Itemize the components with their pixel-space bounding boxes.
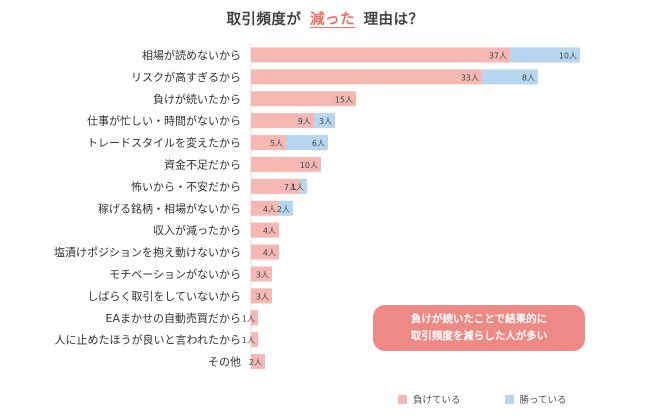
bar-lose [251,113,314,129]
legend-swatch-win [504,394,514,404]
category-label: 負けが続いたから [153,92,241,106]
category-label: 人に止めたほうが良いと言われたから [55,333,241,347]
bar-lose [251,310,258,326]
data-label: 1人 [291,183,304,192]
bar-lose [251,91,356,107]
category-label: しばらく取引をしていないから [87,289,241,303]
data-label: 1人 [242,336,255,345]
bar-lose [251,178,300,194]
title-suffix: 理由は？ [363,12,424,28]
bar-lose [251,266,272,282]
bar-win [279,200,293,216]
bar-win [482,69,538,85]
category-label: 塩漬けポジションを抱え動けないから [54,245,241,259]
data-label: 5人 [270,139,283,148]
bar-lose [251,288,272,304]
legend-item-lose: 負けている [398,392,461,406]
category-label: EAまかせの自動売買だから [106,311,241,325]
category-label: 仕事が忙しい・時間がないから [87,114,241,128]
category-label: 収入が減ったから [153,223,241,237]
category-label: その他 [208,356,241,369]
bar-lose [251,69,482,85]
data-label: 3人 [256,270,269,279]
data-label: 10人 [300,161,318,170]
category-label: モチベーションがないから [109,267,241,281]
bar-win [510,47,580,63]
data-label: 3人 [256,292,269,301]
data-label: 4人 [263,249,276,258]
data-label: 8人 [522,73,535,82]
data-label: 2人 [277,205,290,214]
bar-lose [251,244,279,260]
bar-lose [251,332,258,348]
bar-lose [251,156,321,172]
data-label: 9人 [298,117,311,126]
bar-win [300,178,307,194]
data-label: 6人 [312,139,325,148]
category-label: リスクが高すぎるから [131,70,241,84]
data-label: 37人 [489,51,507,60]
legend-label-win: 勝っている [519,395,567,406]
data-label: 1人 [242,314,255,323]
legend: 負けている 勝っている [398,392,611,406]
data-label: 15人 [335,95,353,104]
legend-label-lose: 負けている [413,395,461,406]
data-label: 7人 [284,183,297,192]
title-prefix: 取引頻度が [226,12,302,28]
bar-lose [251,200,279,216]
data-label: 4人 [263,205,276,214]
callout-box: 負けが続いたことで結果的に 取引頻度を減らした人が多い [373,305,585,351]
data-label: 4人 [263,227,276,236]
bar-lose [251,135,286,151]
category-label: 稼げる銘柄・相場がないから [98,201,241,215]
legend-item-win: 勝っている [504,392,567,406]
category-label: 相場が読めないから [142,48,241,62]
data-label: 33人 [461,73,479,82]
category-label: トレードスタイルを変えたから [87,136,241,150]
legend-swatch-lose [398,394,407,404]
bar-lose [251,47,510,63]
chart-title: 取引頻度が 減った 理由は？ [0,8,650,29]
data-label: 2人 [249,358,262,367]
category-label: 怖いから・不安だから [131,179,241,193]
bar-win [314,113,335,129]
callout-line-1: 負けが続いたことで結果的に [410,313,548,325]
category-label: 資金不足だから [164,157,241,171]
bar-lose [251,222,279,238]
bar-lose [251,354,265,370]
title-accent: 減った [310,12,355,28]
data-label: 10人 [559,51,577,60]
data-label: 3人 [319,117,332,126]
callout-line-2: 取引頻度を減らした人が多い [410,330,548,342]
bar-win [286,135,328,151]
